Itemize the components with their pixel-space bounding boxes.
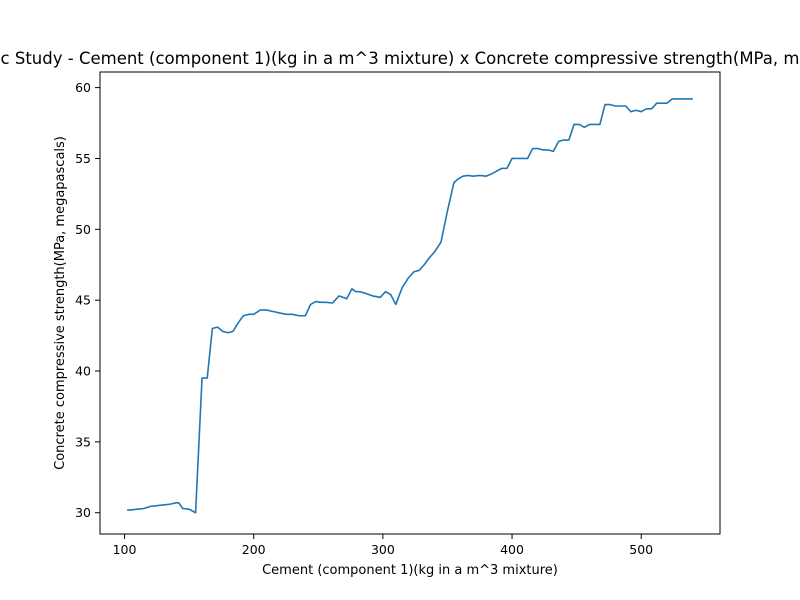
series-layer [127, 98, 693, 514]
y-tick-label: 55 [75, 151, 91, 166]
x-tick-label: 400 [500, 542, 524, 557]
y-tick-label: 30 [75, 505, 91, 520]
plot-frame [99, 71, 721, 535]
x-axis-ticks: 100 200 300 400 500 [113, 534, 653, 557]
y-tick-label: 50 [75, 222, 91, 237]
x-tick-label: 100 [113, 542, 137, 557]
y-tick-label: 60 [75, 80, 91, 95]
y-axis-label: Concrete compressive strength(MPa, megap… [53, 136, 68, 470]
x-axis-label: Cement (component 1)(kg in a m^3 mixture… [262, 563, 558, 578]
x-tick-label: 200 [242, 542, 266, 557]
chart-title: c Study - Cement (component 1)(kg in a m… [1, 49, 800, 68]
y-tick-label: 40 [75, 364, 91, 379]
series-line-0 [127, 98, 693, 514]
x-tick-label: 500 [629, 542, 653, 557]
y-tick-label: 35 [75, 434, 91, 449]
y-axis-ticks: 30 35 40 45 50 55 60 [75, 80, 100, 520]
x-tick-label: 300 [371, 542, 395, 557]
y-tick-label: 45 [75, 293, 91, 308]
